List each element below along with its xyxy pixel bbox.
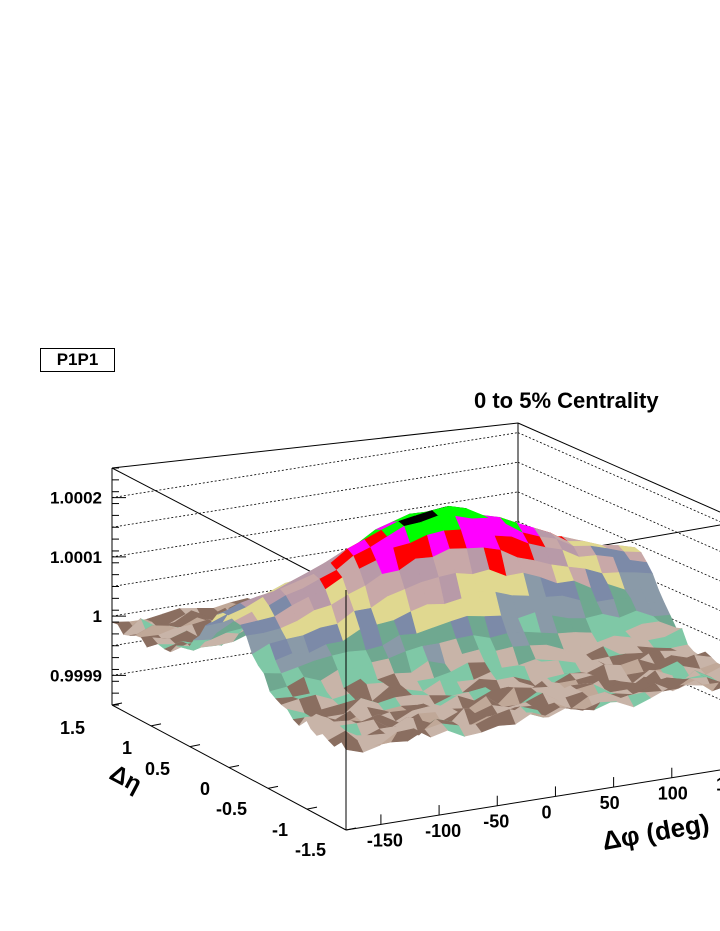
eta-tick-mark [306,806,318,810]
eta-tick-label: -0.5 [216,799,247,819]
eta-tick-mark [189,744,201,748]
phi-tick-label: 1 [716,774,720,794]
eta-tick-label: -1.5 [295,840,326,860]
grid-line-back-left [111,432,519,499]
eta-axis-label: Δη [105,759,146,798]
grid-line-back-left [111,461,519,528]
grid-line-back-right [517,491,720,582]
grid-line-back-left [111,521,519,587]
panel-label: P1P1 [56,350,99,369]
eta-tick-label: 1.5 [60,718,85,738]
grid-line-back-right [517,461,720,552]
z-tick-label: 1 [93,607,102,626]
eta-axis: 1.5 1 0.5 0 -0.5 -1 -1.5 [60,702,357,860]
phi-tick-label: 0 [541,802,551,822]
eta-tick-label: 0 [200,779,210,799]
eta-tick-mark [267,785,279,789]
z-tick-label: 1.0002 [50,489,102,508]
phi-tick-label: 100 [658,784,688,804]
z-tick-label: 0.9999 [50,666,102,685]
eta-tick-mark [111,702,123,706]
eta-tick-mark [228,765,240,768]
phi-axis: -150 -100 -50 0 50 100 1 [367,767,720,850]
eta-tick-mark [150,723,162,727]
z-tick-label: 1.0001 [50,548,102,567]
phi-tick-label: -100 [425,821,461,841]
eta-tick-label: -1 [272,820,288,840]
grid-line-back-right [517,432,720,522]
phi-tick-label: -50 [483,812,509,832]
grid-line-back-left [111,491,519,558]
eta-tick-mark [345,827,357,831]
panel-label-box: P1P1 [40,348,115,372]
phi-axis-label: Δφ (deg) [600,808,712,856]
phi-tick-label: 50 [600,793,620,813]
eta-tick-label: 1 [122,738,132,758]
phi-tick-label: -150 [367,830,403,850]
z-axis: 0.9999 1 1.0001 1.0002 [50,467,126,706]
surface-mesh [111,505,720,753]
eta-tick-label: 0.5 [145,759,170,779]
chart-title: 0 to 5% Centrality [474,388,659,413]
